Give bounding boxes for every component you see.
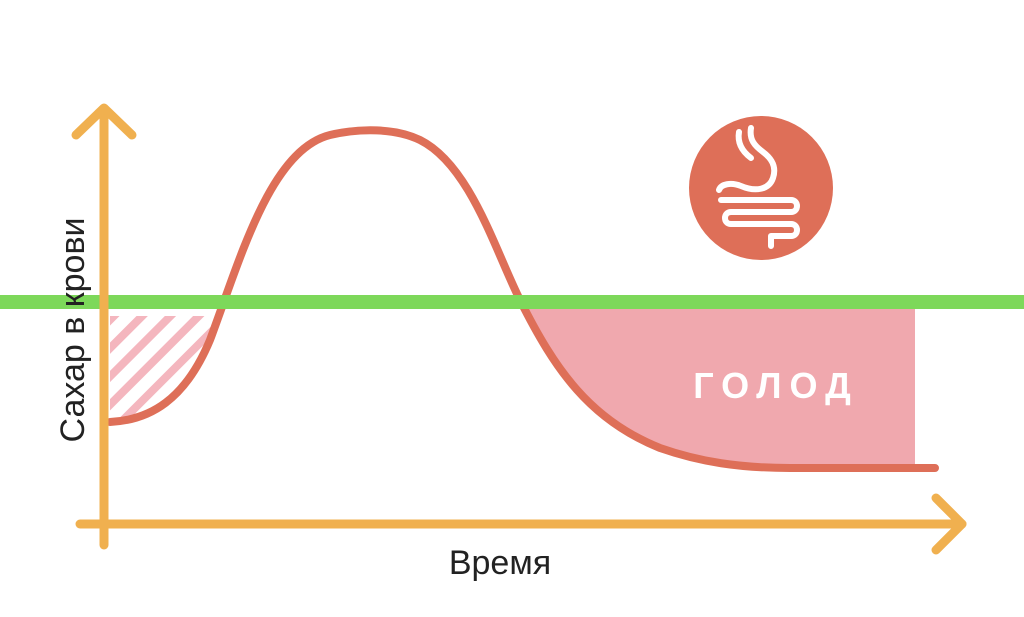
x-axis-label: Время <box>449 544 551 582</box>
low-sugar-hatched-region <box>110 316 218 423</box>
y-axis <box>71 103 137 550</box>
blood-sugar-curve <box>106 126 939 472</box>
stomach-icon <box>689 116 833 260</box>
y-axis-label: Сахар в крови <box>54 218 92 443</box>
hunger-region <box>520 308 915 466</box>
hunger-label: ГОЛОД <box>693 365 858 406</box>
x-axis <box>75 493 967 555</box>
